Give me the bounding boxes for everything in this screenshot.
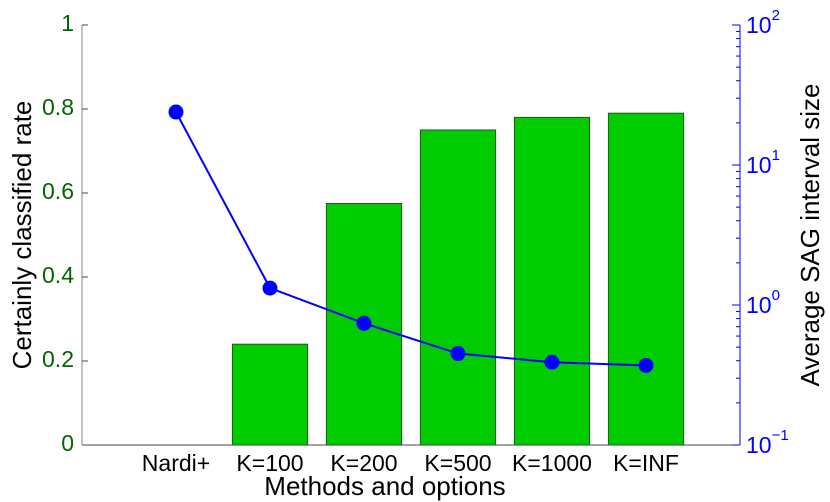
y2-axis-label: Average SAG interval size (795, 84, 825, 387)
y2-tick-exponent: 0 (772, 287, 780, 304)
y-tick-label: 1 (61, 10, 74, 36)
x-tick-label: K=500 (424, 450, 491, 476)
y2-tick-exponent: −1 (772, 427, 789, 444)
y2-tick-base: 10 (746, 432, 772, 458)
y2-tick-exponent: 1 (772, 147, 780, 164)
y-tick-label: 0.4 (42, 262, 74, 288)
y2-tick-label: 102 (746, 7, 780, 38)
bar (419, 129, 497, 446)
y2-tick-label: 100 (746, 287, 780, 318)
bar (513, 116, 591, 446)
marker (356, 315, 372, 331)
y2-tick-base: 10 (746, 152, 772, 178)
y2-tick-label: 101 (746, 147, 780, 178)
y-tick-label: 0.2 (42, 346, 74, 372)
y-tick-label: 0 (61, 430, 74, 456)
marker (168, 104, 184, 120)
x-tick-label: K=1000 (512, 450, 592, 476)
bar (607, 112, 685, 446)
bar (231, 343, 309, 446)
marker (638, 357, 654, 373)
marker (450, 346, 466, 362)
y2-tick-exponent: 2 (772, 7, 780, 24)
y2-tick-label: 10−1 (746, 427, 789, 458)
y-tick-label: 0.8 (42, 94, 74, 120)
x-tick-label: K=200 (330, 450, 397, 476)
x-tick-label: K=INF (613, 450, 679, 476)
y-axis-label: Certainly classified rate (7, 101, 37, 370)
x-tick-label: Nardi+ (142, 450, 210, 476)
line (175, 111, 647, 367)
y2-tick-base: 10 (746, 12, 772, 38)
y-tick-label: 0.6 (42, 178, 74, 204)
marker (544, 354, 560, 370)
marker (262, 280, 278, 296)
x-tick-label: K=100 (236, 450, 303, 476)
y2-tick-base: 10 (746, 292, 772, 318)
x-axis-label: Methods and options (264, 471, 505, 501)
